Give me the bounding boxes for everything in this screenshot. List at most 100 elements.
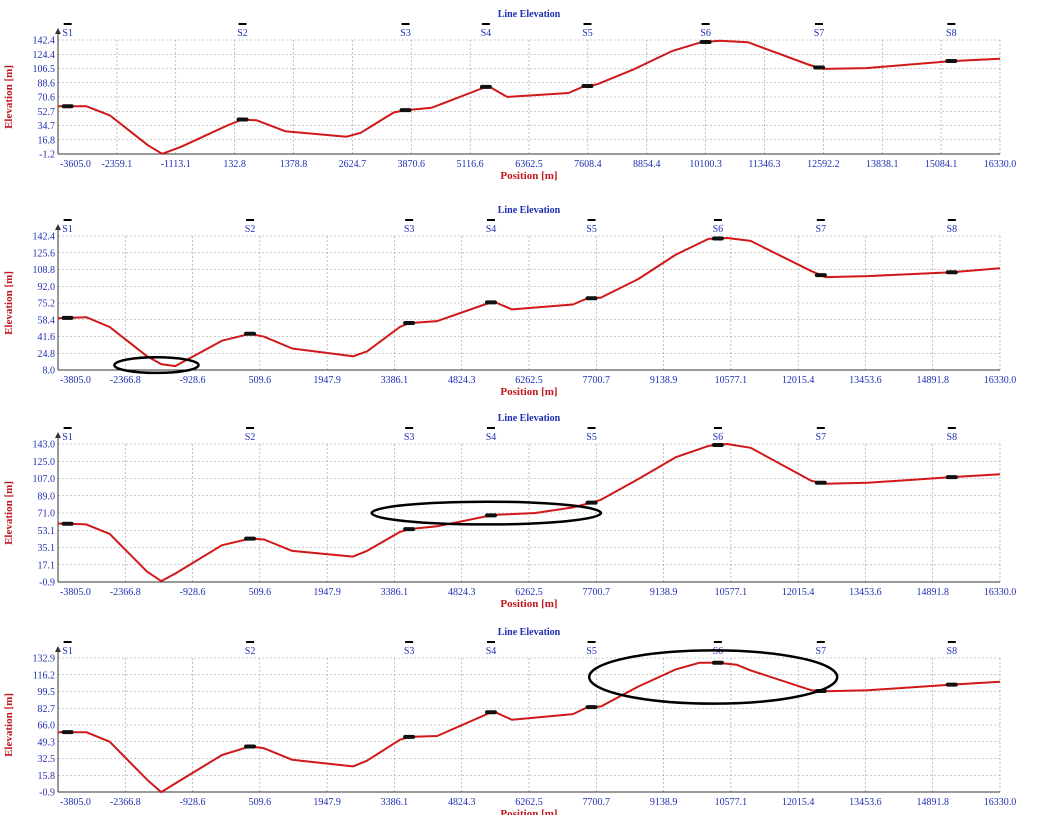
station-node	[814, 480, 827, 485]
station-node	[484, 710, 497, 715]
y-tick-label: 82.7	[38, 704, 56, 715]
station-label-s1: S1	[62, 224, 73, 235]
y-tick-label: 106.5	[33, 64, 56, 75]
elevation-line	[57, 237, 1001, 368]
station-label-s6: S6	[700, 28, 711, 39]
station-node	[399, 108, 412, 113]
x-tick-label: 10100.3	[689, 159, 722, 170]
x-tick-label: 10577.1	[715, 797, 748, 808]
x-tick-label: 4824.3	[448, 375, 476, 386]
station-label-s8: S8	[947, 646, 958, 657]
y-tick-label: 88.6	[38, 78, 56, 89]
station-node	[814, 273, 827, 278]
station-label-s4: S4	[486, 432, 497, 443]
x-tick-label: 16330.0	[984, 587, 1017, 598]
station-node	[484, 300, 497, 305]
station-node	[61, 730, 74, 735]
station-label-s3: S3	[400, 28, 411, 39]
station-node	[244, 744, 257, 749]
station-label-s4: S4	[481, 28, 492, 39]
station-label-s4: S4	[486, 646, 497, 657]
station-label-s1: S1	[62, 28, 73, 39]
x-tick-label: 1947.9	[313, 797, 341, 808]
x-tick-label: 1947.9	[313, 587, 341, 598]
y-axis-arrow	[55, 224, 61, 230]
x-tick-label: 6262.5	[515, 375, 543, 386]
y-tick-label: 35.1	[38, 543, 56, 554]
x-tick-label: 16330.0	[984, 797, 1017, 808]
highlight-ellipse	[587, 649, 839, 705]
y-axis-label: Elevation [m]	[3, 481, 15, 545]
elevation-chart-4: Line Elevation Elevation [m] -0.9 15.8 32.5 4…	[3, 627, 1017, 815]
y-tick-label: 15.8	[38, 771, 56, 782]
y-tick-label: -0.9	[39, 578, 55, 589]
station-label-s7: S7	[816, 224, 827, 235]
y-axis-label: Elevation [m]	[3, 65, 15, 129]
station-label-s1: S1	[62, 646, 73, 657]
station-node	[945, 475, 958, 480]
x-tick-label: 3386.1	[381, 797, 409, 808]
y-tick-label: 125.6	[33, 248, 56, 259]
station-label-s5: S5	[586, 646, 597, 657]
station-node	[61, 521, 74, 526]
x-tick-label: 12015.4	[782, 587, 815, 598]
station-node	[945, 270, 958, 275]
x-tick-label: -3805.0	[60, 587, 91, 598]
station-label-s3: S3	[404, 646, 415, 657]
station-label-s2: S2	[245, 646, 256, 657]
station-label-s8: S8	[947, 224, 958, 235]
x-tick-label: -928.6	[180, 375, 206, 386]
y-tick-label: 116.2	[33, 670, 55, 681]
station-label-s3: S3	[404, 432, 415, 443]
y-tick-label: 58.4	[38, 315, 56, 326]
y-tick-label: 75.2	[38, 299, 56, 310]
chart-title: Line Elevation	[498, 9, 561, 20]
x-tick-label: 10577.1	[715, 375, 748, 386]
x-tick-label: 509.6	[249, 375, 272, 386]
station-label-s2: S2	[245, 224, 256, 235]
x-tick-label: -3805.0	[60, 797, 91, 808]
y-tick-label: 125.0	[33, 457, 56, 468]
x-tick-label: 13453.6	[849, 375, 882, 386]
y-tick-label: 107.0	[33, 474, 56, 485]
x-tick-label: 11346.3	[748, 159, 780, 170]
station-node	[711, 236, 724, 241]
x-axis-label: Position [m]	[500, 598, 557, 610]
station-label-s2: S2	[245, 432, 256, 443]
station-node	[479, 84, 492, 89]
station-node	[236, 117, 249, 122]
x-tick-label: 14891.8	[916, 587, 949, 598]
x-tick-label: 4824.3	[448, 797, 476, 808]
elevation-chart-2: Line Elevation Elevation [m] 8.0 24.8 41.6 58…	[3, 205, 1017, 398]
y-tick-label: 53.1	[38, 526, 56, 537]
station-node	[61, 315, 74, 320]
x-tick-label: -3605.0	[60, 159, 91, 170]
station-node	[585, 500, 598, 505]
x-tick-label: 7700.7	[583, 797, 611, 808]
y-tick-label: 8.0	[43, 366, 56, 377]
station-node	[945, 682, 958, 687]
x-tick-label: 14891.8	[916, 797, 949, 808]
elevation-chart-3: Line Elevation Elevation [m] -0.9 17.1 35.1 5…	[3, 413, 1017, 610]
station-node	[711, 442, 724, 447]
x-tick-label: 3870.6	[398, 159, 426, 170]
station-node	[813, 65, 826, 70]
station-node	[61, 104, 74, 109]
x-tick-label: 13838.1	[866, 159, 899, 170]
y-tick-label: 16.8	[38, 135, 56, 146]
x-axis-label: Position [m]	[500, 808, 557, 815]
x-tick-label: 7608.4	[574, 159, 602, 170]
station-node	[945, 59, 958, 64]
station-node	[244, 536, 257, 541]
x-tick-label: -928.6	[180, 797, 206, 808]
x-tick-label: 6262.5	[515, 797, 543, 808]
x-tick-label: 12015.4	[782, 375, 815, 386]
y-axis-label: Elevation [m]	[3, 693, 15, 757]
x-tick-label: 2624.7	[339, 159, 367, 170]
x-tick-label: -1113.1	[161, 159, 191, 170]
x-tick-label: 16330.0	[984, 375, 1017, 386]
station-label-s5: S5	[586, 432, 597, 443]
elevation-chart-1: Line Elevation Elevation [m] -1.2 16.8 34.7 5…	[3, 9, 1016, 182]
x-tick-label: 509.6	[249, 797, 272, 808]
x-tick-label: 15084.1	[925, 159, 958, 170]
